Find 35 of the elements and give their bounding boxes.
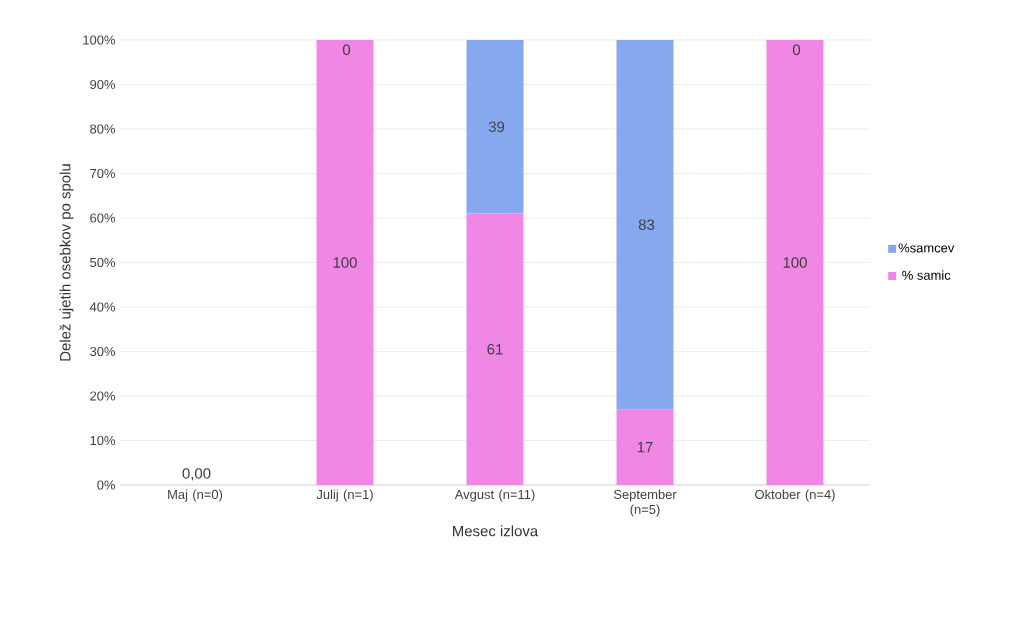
data-label: 39 (488, 121, 505, 133)
bar (616, 409, 674, 485)
bar (766, 40, 824, 485)
x-tick-label: Maj (n=0) (168, 489, 223, 502)
bar (466, 213, 524, 485)
y-tick-label: 0% (97, 480, 116, 490)
legend-label: % samic (902, 270, 951, 280)
x-tick-label: Oktober (n=4) (755, 489, 835, 502)
bar (316, 40, 374, 485)
y-tick-label: 40% (89, 302, 116, 312)
y-tick-label: 100% (83, 35, 116, 45)
data-label: 0 (792, 44, 801, 56)
data-label: 0,00 (182, 468, 211, 481)
data-label: 61 (487, 343, 503, 355)
x-axis-title: Mesec izlova (453, 525, 539, 537)
y-tick-label: 90% (90, 79, 116, 90)
y-tick-label: 60% (90, 213, 116, 223)
y-axis-title: Delež ujetih osebkov po spolu (59, 164, 74, 361)
legend-label: %samcev (898, 243, 955, 253)
y-tick-label: 30% (90, 346, 116, 357)
data-label: 100 (333, 257, 357, 268)
data-label: 17 (637, 442, 653, 453)
x-tick-label: September (n=5) (613, 489, 677, 517)
x-tick-label: Julij (n=1) (316, 489, 373, 502)
data-label: 0 (342, 44, 351, 56)
y-tick-label: 20% (90, 391, 116, 401)
data-label: 100 (783, 257, 807, 268)
bar (616, 40, 674, 410)
y-tick-label: 10% (90, 435, 116, 446)
x-tick-label: Avgust (n=11) (454, 489, 535, 502)
y-tick-label: 50% (90, 257, 116, 268)
y-tick-label: 70% (90, 168, 116, 179)
data-label: 83 (638, 219, 655, 230)
bar (466, 40, 524, 214)
y-tick-label: 80% (90, 124, 116, 134)
